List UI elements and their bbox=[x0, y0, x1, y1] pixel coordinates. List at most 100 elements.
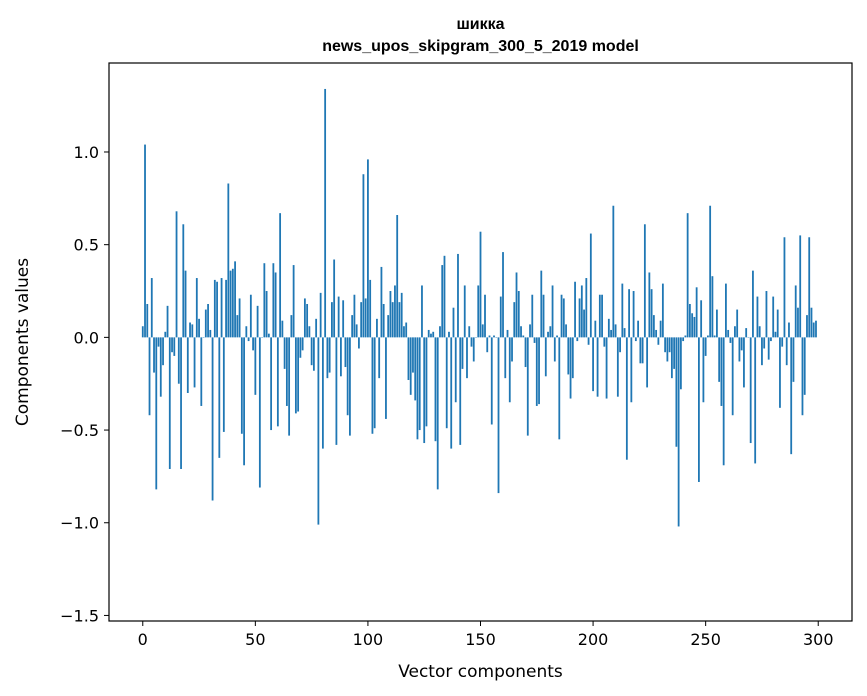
bar-108 bbox=[385, 337, 387, 419]
bar-286 bbox=[785, 337, 788, 366]
bar-30 bbox=[209, 329, 212, 338]
y-tick-label: −0.5 bbox=[60, 421, 99, 440]
bar-254 bbox=[713, 335, 716, 338]
bar-222 bbox=[641, 337, 644, 364]
bar-270 bbox=[749, 337, 752, 444]
bar-14 bbox=[173, 337, 176, 356]
bar-101 bbox=[369, 279, 372, 338]
bar-216 bbox=[628, 289, 630, 338]
bar-100 bbox=[367, 159, 369, 338]
bar-232 bbox=[664, 337, 667, 353]
bar-281 bbox=[774, 331, 777, 338]
bar-25 bbox=[198, 318, 200, 338]
bar-245 bbox=[693, 316, 696, 338]
bar-248 bbox=[700, 300, 703, 338]
bar-17 bbox=[180, 337, 182, 469]
bar-230 bbox=[659, 320, 662, 338]
bar-236 bbox=[673, 337, 676, 369]
bar-167 bbox=[517, 291, 520, 338]
bar-225 bbox=[648, 272, 651, 338]
bar-192 bbox=[574, 281, 576, 338]
bar-48 bbox=[249, 294, 252, 338]
bar-188 bbox=[565, 324, 567, 338]
bar-251 bbox=[707, 335, 709, 338]
bar-80 bbox=[321, 337, 324, 449]
bar-127 bbox=[427, 329, 430, 338]
bar-143 bbox=[463, 285, 466, 338]
x-tick-label: 200 bbox=[578, 630, 609, 649]
bar-284 bbox=[781, 337, 784, 347]
bar-7 bbox=[157, 337, 160, 347]
bar-162 bbox=[506, 329, 509, 338]
bar-240 bbox=[682, 337, 685, 342]
bar-233 bbox=[666, 337, 669, 362]
bar-224 bbox=[646, 337, 649, 388]
bar-287 bbox=[788, 322, 790, 338]
bar-150 bbox=[479, 231, 482, 338]
bar-72 bbox=[303, 298, 306, 338]
bar-211 bbox=[616, 337, 619, 397]
bar-173 bbox=[531, 294, 534, 338]
bar-185 bbox=[558, 337, 561, 440]
bar-205 bbox=[603, 337, 606, 347]
bar-117 bbox=[405, 322, 408, 338]
y-tick-label: 0.0 bbox=[74, 328, 99, 347]
bar-219 bbox=[634, 337, 637, 342]
bar-282 bbox=[776, 309, 779, 338]
bar-95 bbox=[355, 324, 358, 338]
bar-257 bbox=[720, 337, 723, 406]
bar-200 bbox=[592, 337, 594, 392]
bar-42 bbox=[236, 315, 239, 338]
bar-102 bbox=[371, 337, 374, 434]
bar-58 bbox=[272, 263, 275, 338]
bar-274 bbox=[758, 326, 761, 338]
bar-278 bbox=[767, 337, 770, 360]
bar-169 bbox=[522, 335, 525, 338]
bar-119 bbox=[409, 337, 412, 395]
bar-9 bbox=[162, 337, 164, 366]
bar-73 bbox=[306, 304, 309, 338]
bar-51 bbox=[256, 305, 259, 338]
bar-151 bbox=[481, 324, 484, 338]
bar-293 bbox=[801, 337, 804, 416]
bar-38 bbox=[227, 183, 230, 338]
bar-209 bbox=[612, 205, 615, 338]
y-axis-label: Components values bbox=[13, 258, 33, 426]
bar-21 bbox=[189, 322, 191, 338]
bar-266 bbox=[740, 337, 743, 351]
bar-212 bbox=[619, 337, 621, 353]
bar-134 bbox=[443, 255, 446, 338]
bar-244 bbox=[691, 313, 694, 338]
bar-56 bbox=[267, 333, 270, 338]
bar-0 bbox=[141, 326, 144, 338]
bar-136 bbox=[448, 331, 450, 338]
bar-279 bbox=[770, 337, 772, 342]
bar-208 bbox=[610, 329, 612, 338]
bar-239 bbox=[679, 337, 682, 390]
bar-46 bbox=[245, 326, 248, 338]
bar-265 bbox=[738, 337, 741, 362]
bar-90 bbox=[344, 337, 347, 368]
bar-237 bbox=[675, 337, 678, 447]
bar-29 bbox=[207, 304, 209, 338]
bar-202 bbox=[596, 337, 599, 397]
bar-104 bbox=[376, 318, 378, 338]
bar-74 bbox=[308, 326, 311, 338]
bar-91 bbox=[346, 337, 349, 416]
bar-115 bbox=[400, 292, 403, 338]
bar-180 bbox=[547, 331, 549, 338]
bar-198 bbox=[587, 337, 590, 345]
bar-170 bbox=[524, 337, 527, 368]
bar-107 bbox=[382, 304, 385, 338]
bar-83 bbox=[328, 337, 331, 373]
plot-frame bbox=[108, 62, 853, 622]
bar-197 bbox=[585, 278, 588, 338]
bar-75 bbox=[310, 337, 313, 366]
bar-199 bbox=[589, 233, 592, 338]
y-tick-label: −1.5 bbox=[60, 606, 99, 625]
bar-33 bbox=[216, 281, 218, 338]
bar-16 bbox=[177, 337, 180, 384]
bar-191 bbox=[571, 337, 574, 379]
chart-title-model: news_upos_skipgram_300_5_2019 model bbox=[322, 38, 639, 55]
bar-8 bbox=[159, 337, 162, 397]
